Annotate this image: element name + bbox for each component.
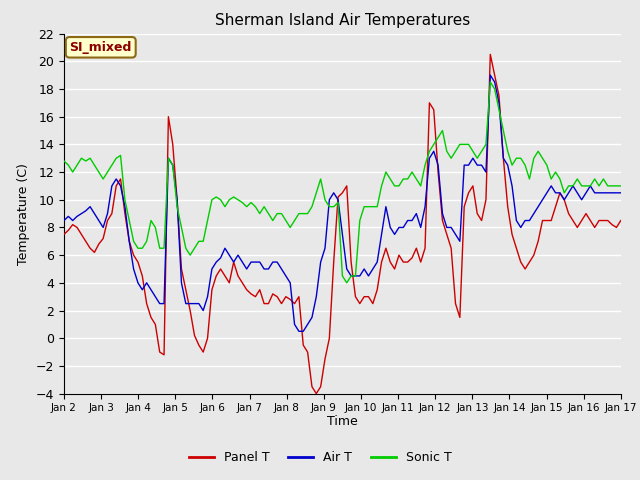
X-axis label: Time: Time	[327, 415, 358, 428]
Y-axis label: Temperature (C): Temperature (C)	[17, 163, 30, 264]
Title: Sherman Island Air Temperatures: Sherman Island Air Temperatures	[215, 13, 470, 28]
Text: SI_mixed: SI_mixed	[70, 41, 132, 54]
Legend: Panel T, Air T, Sonic T: Panel T, Air T, Sonic T	[184, 446, 456, 469]
